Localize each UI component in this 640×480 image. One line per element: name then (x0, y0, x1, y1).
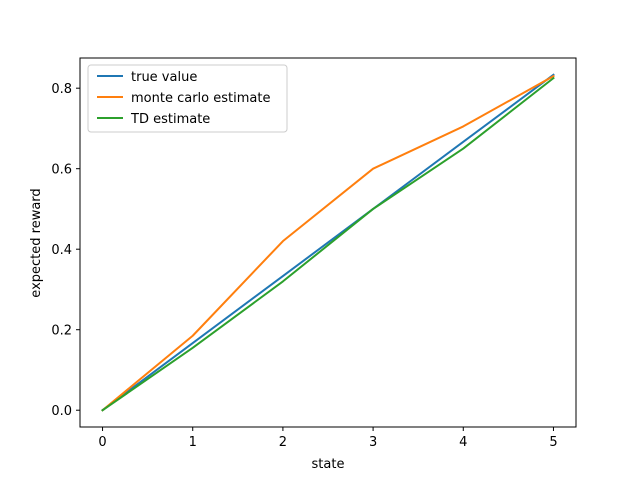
legend-label-2: monte carlo estimate (131, 91, 270, 106)
y-tick-label: 0.8 (51, 82, 72, 97)
x-tick-label: 1 (189, 435, 197, 450)
y-tick-label: 0.6 (51, 163, 72, 178)
x-tick-label: 0 (98, 435, 106, 450)
plot-layer (101, 73, 555, 412)
x-tick-label: 3 (369, 435, 377, 450)
x-axis-label: state (312, 457, 345, 472)
axes-layer: 0 1 2 3 4 5 0.0 0.2 0.4 0.6 0.8 (51, 57, 577, 450)
legend-label-1: true value (131, 70, 197, 85)
axes-frame (79, 57, 577, 428)
y-axis-label: expected reward (29, 188, 44, 297)
x-tick-label: 4 (459, 435, 467, 450)
y-tick-label: 0.0 (51, 404, 72, 419)
y-tick-label: 0.4 (51, 243, 72, 258)
legend: true value monte carlo estimate TD estimat… (87, 64, 288, 133)
x-tick-label: 5 (549, 435, 557, 450)
series-line-1 (101, 73, 555, 412)
y-tick-label: 0.2 (51, 324, 72, 339)
series-line-2 (101, 74, 555, 412)
legend-box (87, 64, 288, 133)
series-line-3 (101, 76, 555, 412)
legend-label-3: TD estimate (130, 112, 210, 127)
x-tick-label: 2 (279, 435, 287, 450)
